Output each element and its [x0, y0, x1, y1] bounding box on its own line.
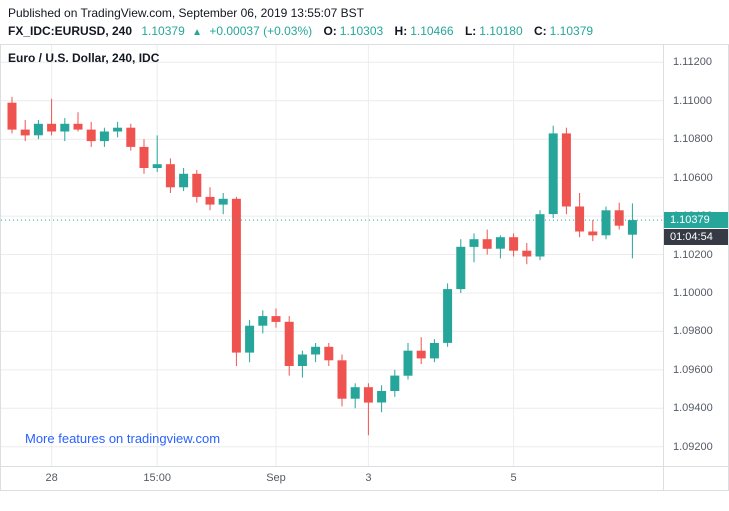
candle [47, 123, 57, 132]
candle [416, 350, 426, 359]
candle [271, 316, 281, 322]
candle [522, 250, 532, 257]
candle [245, 325, 255, 353]
promo-link[interactable]: More features on tradingview.com [25, 431, 221, 446]
price-axis-label: 1.09400 [673, 402, 713, 415]
candle [324, 346, 334, 361]
candle [297, 354, 307, 366]
candle [284, 321, 294, 366]
candle [311, 346, 321, 355]
candle [456, 246, 466, 290]
candle [73, 123, 83, 130]
candle [139, 146, 149, 168]
candle [575, 206, 585, 232]
candle [495, 237, 505, 249]
pane-title: Euro / U.S. Dollar, 240, IDC [8, 51, 160, 65]
time-axis-label: 15:00 [143, 472, 171, 484]
candle [113, 127, 123, 132]
price-axis-label: 1.09800 [673, 325, 713, 338]
candle [337, 360, 347, 399]
candle [443, 289, 453, 343]
price-axis-label: 1.09200 [673, 440, 713, 453]
candle [390, 375, 400, 391]
candle [535, 214, 545, 257]
header-last-price: 1.10379 [141, 24, 185, 38]
time-axis-separator [1, 466, 728, 467]
candle [561, 133, 571, 207]
candle [33, 123, 43, 136]
price-axis-label: 1.10200 [673, 248, 713, 261]
high-label: H: [394, 24, 408, 38]
price-axis-label: 1.10600 [673, 171, 713, 184]
candle [231, 198, 241, 353]
price-axis-label: 1.10000 [673, 286, 713, 299]
open-label: O: [323, 24, 337, 38]
candle [548, 133, 558, 215]
candle [350, 387, 360, 399]
candle [192, 173, 202, 197]
open-value: 1.10303 [339, 24, 384, 38]
candle [218, 198, 228, 205]
price-axis-label: 1.09600 [673, 363, 713, 376]
candle [509, 237, 519, 251]
low-label: L: [464, 24, 477, 38]
candle [152, 164, 162, 168]
header: Published on TradingView.com, September … [0, 0, 729, 44]
candle [126, 127, 136, 147]
candle [165, 164, 175, 188]
candle [588, 231, 598, 236]
candle [482, 239, 492, 249]
low-value: 1.10180 [479, 24, 523, 38]
candle [179, 173, 189, 188]
candle [99, 131, 109, 142]
candle [258, 316, 268, 326]
up-arrow-icon: ▲ [192, 27, 203, 38]
candle [601, 210, 611, 236]
candle [363, 387, 373, 403]
countdown-badge: 01:04:54 [664, 229, 728, 246]
price-axis-label: 1.11000 [673, 94, 712, 107]
high-value: 1.10466 [410, 24, 454, 38]
candle [20, 129, 30, 136]
candle [429, 343, 439, 359]
published-line: Published on TradingView.com, September … [8, 6, 365, 20]
symbol-status-line: FX_IDC:EURUSD, 240 1.10379 ▲ +0.00037 (+… [8, 24, 593, 38]
price-axis-label: 1.10800 [673, 133, 713, 146]
close-label: C: [534, 24, 547, 38]
time-axis-label: 5 [510, 472, 517, 484]
time-axis-label: 28 [45, 472, 58, 484]
price-axis-separator [663, 45, 664, 491]
chart-widget: Euro / U.S. Dollar, 240, IDC More featur… [0, 44, 729, 491]
candle [60, 123, 70, 132]
candle [86, 129, 96, 142]
candle [627, 220, 637, 235]
time-axis-label: 3 [365, 472, 372, 484]
candle [205, 196, 215, 205]
candle [7, 102, 17, 130]
candle [403, 350, 413, 376]
candles [7, 96, 637, 436]
price-axis[interactable]: 1.112001.110001.108001.106001.104001.102… [664, 45, 728, 466]
candlestick-plot[interactable] [1, 45, 663, 466]
time-axis-label: Sep [266, 472, 286, 484]
last-price-badge: 1.10379 [664, 212, 728, 229]
time-axis[interactable]: 28 15:00 Sep 3 5 [1, 466, 663, 491]
candle [469, 239, 479, 247]
candle [614, 210, 624, 226]
close-value: 1.10379 [549, 24, 594, 38]
symbol-interval: FX_IDC:EURUSD, 240 [8, 24, 133, 38]
candle [377, 391, 387, 403]
header-change: +0.00037 (+0.03%) [209, 24, 313, 38]
price-axis-label: 1.11200 [673, 56, 712, 69]
